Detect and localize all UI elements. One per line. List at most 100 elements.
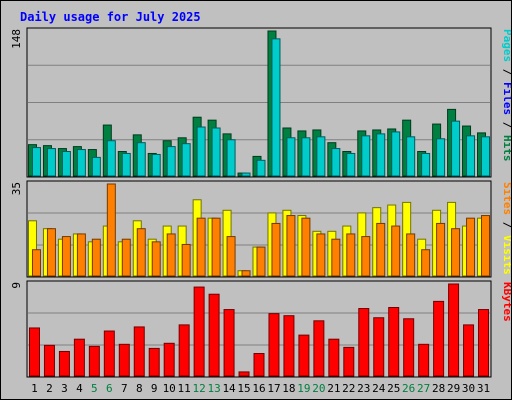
bar-visits-sites xyxy=(211,217,221,277)
bar-visits-sites xyxy=(436,222,446,277)
x-tick-label: 2 xyxy=(46,382,53,395)
bar-visits-sites xyxy=(481,215,491,277)
bar-kbytes-kbytes xyxy=(448,283,460,377)
x-tick-label: 16 xyxy=(252,382,265,395)
bar-hits-files xyxy=(151,153,161,177)
bar-kbytes-kbytes xyxy=(358,308,370,377)
bar-hits-files xyxy=(91,156,101,177)
bar-hits-files xyxy=(121,152,131,177)
bar-hits-files xyxy=(286,137,296,177)
x-tick-label: 17 xyxy=(267,382,280,395)
x-tick-label: 26 xyxy=(402,382,415,395)
x-tick-label: 6 xyxy=(106,382,113,395)
legend-part: KBytes xyxy=(501,282,511,322)
bar-hits-files xyxy=(361,135,371,177)
legend-part: / xyxy=(501,115,511,135)
bar-hits-files xyxy=(136,142,146,177)
x-tick-label: 3 xyxy=(61,382,68,395)
bar-visits-sites xyxy=(301,217,311,277)
y-max-label-kbytes: 9 xyxy=(10,282,23,289)
bar-hits-files xyxy=(271,38,281,177)
bar-hits-files xyxy=(481,136,491,177)
bar-kbytes-kbytes xyxy=(298,334,310,377)
bar-visits-sites xyxy=(181,243,191,277)
bar-hits-files xyxy=(391,131,401,177)
bar-hits-files xyxy=(241,172,251,177)
x-tick-label: 5 xyxy=(91,382,98,395)
bar-kbytes-kbytes xyxy=(373,317,385,377)
legend-part: Hits xyxy=(501,135,511,162)
y-max-label-visits: 35 xyxy=(10,182,23,195)
bar-hits-files xyxy=(376,133,386,177)
bar-kbytes-kbytes xyxy=(253,353,265,377)
legend-part: Sites xyxy=(501,182,511,215)
bar-kbytes-kbytes xyxy=(73,338,85,377)
bar-hits-files xyxy=(61,151,71,177)
x-tick-label: 23 xyxy=(357,382,370,395)
bar-hits-files xyxy=(166,146,176,177)
bar-kbytes-kbytes xyxy=(403,318,415,377)
bar-hits-files xyxy=(256,159,266,177)
bar-kbytes-kbytes xyxy=(103,330,115,377)
bar-kbytes-kbytes xyxy=(238,371,250,377)
bar-kbytes-kbytes xyxy=(133,326,145,377)
bar-visits-sites xyxy=(376,222,386,277)
bar-visits-sites xyxy=(346,233,356,277)
bar-kbytes-kbytes xyxy=(268,313,280,377)
bar-visits-sites xyxy=(61,236,71,277)
bar-visits-sites xyxy=(256,246,266,277)
bar-visits-sites xyxy=(136,228,146,277)
bar-kbytes-kbytes xyxy=(58,350,70,377)
bar-kbytes-kbytes xyxy=(28,327,40,377)
bar-hits-files xyxy=(76,149,86,177)
x-tick-label: 22 xyxy=(342,382,355,395)
y-max-label-hits: 148 xyxy=(10,29,23,49)
bar-hits-files xyxy=(211,127,221,177)
bar-hits-files xyxy=(451,120,461,177)
bar-visits-sites xyxy=(331,238,341,277)
bar-kbytes-kbytes xyxy=(208,293,220,377)
bar-visits-sites xyxy=(406,233,416,277)
bar-kbytes-kbytes xyxy=(88,345,100,377)
legend-visits: Sites / Visits xyxy=(501,182,511,275)
bar-hits-files xyxy=(346,152,356,177)
bar-kbytes-kbytes xyxy=(223,309,235,377)
x-tick-label: 7 xyxy=(121,382,128,395)
x-tick-label: 18 xyxy=(282,382,295,395)
bar-hits-files xyxy=(406,136,416,177)
bar-visits-sites xyxy=(76,233,86,277)
x-tick-label: 19 xyxy=(297,382,310,395)
bar-visits-sites xyxy=(241,270,251,277)
bar-hits-files xyxy=(316,136,326,177)
x-tick-label: 29 xyxy=(447,382,460,395)
bar-kbytes-kbytes xyxy=(343,346,355,377)
bar-kbytes-kbytes xyxy=(163,342,175,377)
legend-part: / xyxy=(501,62,511,82)
x-tick-label: 31 xyxy=(477,382,490,395)
bar-visits-sites xyxy=(106,183,116,277)
bar-visits-sites xyxy=(226,236,236,277)
bar-visits-sites xyxy=(166,233,176,277)
bar-hits-files xyxy=(301,137,311,177)
x-tick-label: 12 xyxy=(193,382,206,395)
bar-kbytes-kbytes xyxy=(328,338,340,377)
x-tick-label: 13 xyxy=(207,382,220,395)
chart-title: Daily usage for July 2025 xyxy=(20,10,201,24)
x-tick-label: 28 xyxy=(432,382,445,395)
bar-kbytes-kbytes xyxy=(388,307,400,377)
legend-hits: Pages / Files / Hits xyxy=(501,29,511,162)
legend-part: Files xyxy=(501,82,511,115)
bar-hits-files xyxy=(181,143,191,177)
bar-hits-files xyxy=(436,138,446,177)
bar-hits-files xyxy=(46,148,56,177)
bar-visits-sites xyxy=(451,228,461,277)
x-tick-label: 27 xyxy=(417,382,430,395)
x-tick-label: 11 xyxy=(178,382,191,395)
bar-hits-files xyxy=(466,135,476,177)
bar-hits-files xyxy=(106,140,116,177)
bar-visits-sites xyxy=(286,215,296,277)
bar-visits-sites xyxy=(271,222,281,277)
x-tick-label: 1 xyxy=(31,382,38,395)
